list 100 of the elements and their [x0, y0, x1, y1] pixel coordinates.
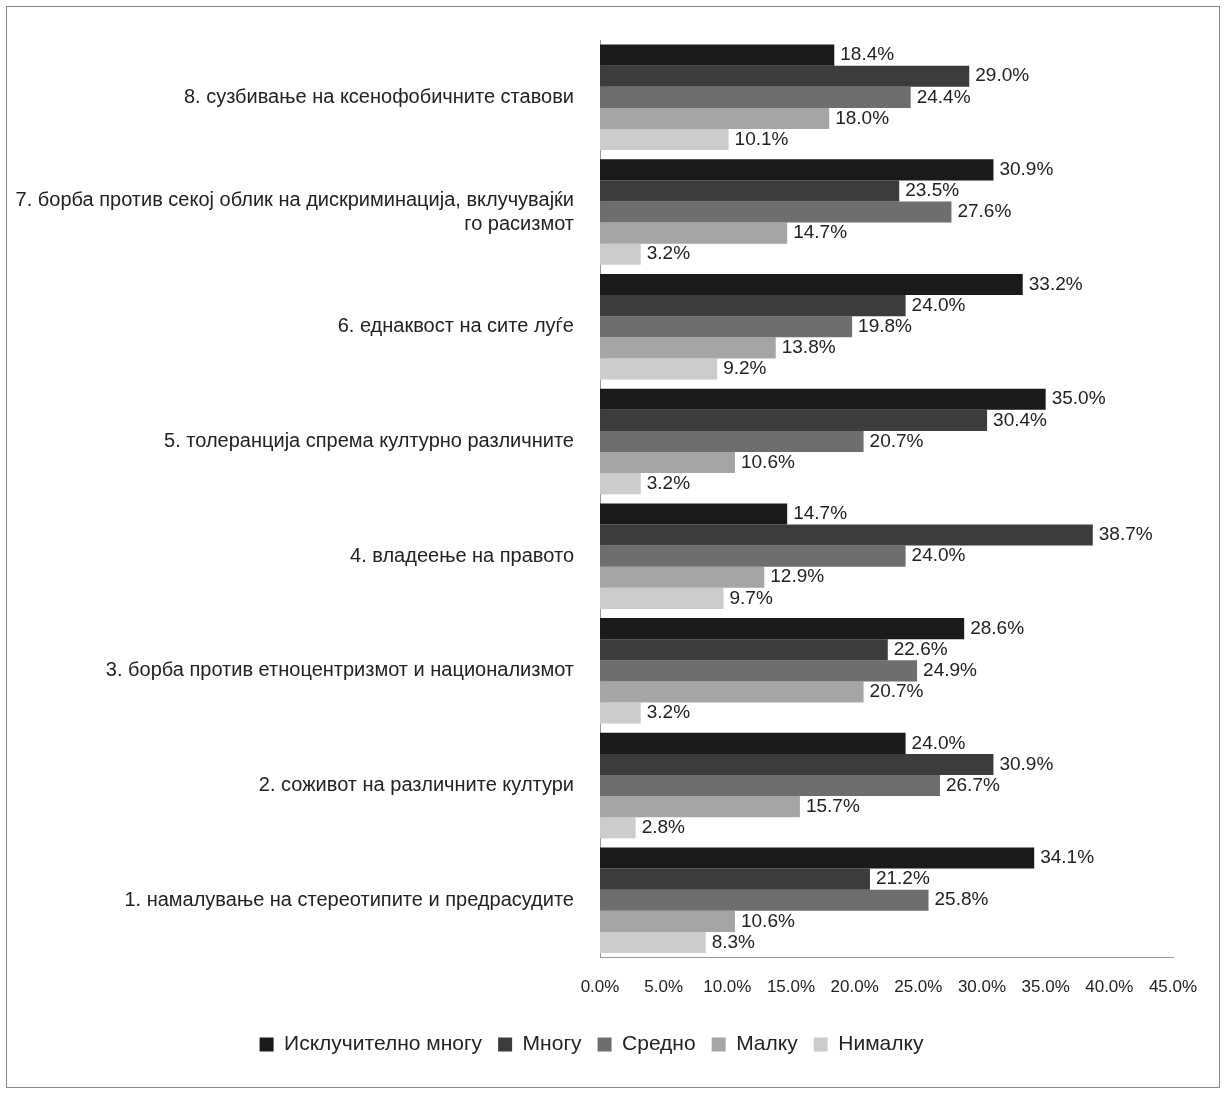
bar: [600, 337, 776, 359]
data-label: 12.9%: [770, 565, 825, 587]
data-label: 35.0%: [1051, 387, 1106, 409]
data-label: 13.8%: [781, 336, 836, 358]
x-tick-label: 20.0%: [830, 977, 879, 997]
bar: [600, 847, 1035, 869]
data-label: 3.2%: [646, 471, 691, 493]
y-tick-label: 7. борба против секој облик на дискриминација, вклучувајќи го расизмот: [15, 187, 574, 234]
x-tick-label: 10.0%: [703, 977, 752, 997]
bar: [600, 65, 970, 87]
data-label: 14.7%: [793, 502, 848, 524]
bar: [600, 201, 952, 223]
data-label: 9.7%: [729, 586, 773, 608]
data-label: 27.6%: [957, 200, 1012, 222]
bar: [600, 817, 636, 839]
data-label: 10.6%: [740, 450, 795, 472]
y-tick-label: 3. борба против етноцентризмот и национализмот: [105, 658, 574, 681]
data-label: 18.4%: [840, 43, 895, 65]
bar: [600, 775, 940, 797]
bar: [600, 129, 729, 151]
data-label: 30.4%: [993, 408, 1048, 430]
x-tick-label: 30.0%: [957, 977, 1007, 997]
bar: [600, 524, 1093, 546]
y-tick-label: 1. намалување на стереотипите и предрасудите: [124, 887, 574, 910]
data-label: 20.7%: [869, 429, 924, 451]
legend-label: Средно: [622, 1031, 696, 1055]
legend-label: Многу: [522, 1031, 583, 1055]
data-label: 26.7%: [945, 773, 1000, 795]
data-label: 24.9%: [923, 659, 978, 681]
data-label: 24.0%: [911, 544, 966, 566]
bar: [600, 222, 788, 244]
legend-label: Исклучително многу: [284, 1031, 483, 1055]
data-label: 22.6%: [893, 637, 948, 659]
y-tick-label: 4. владеење на правото: [350, 543, 574, 566]
data-label: 24.4%: [916, 85, 971, 107]
bar: [600, 566, 765, 588]
y-tick-label: 8. сузбивање на ксенофобичните ставови: [183, 84, 574, 107]
bar: [600, 868, 870, 890]
x-tick-label: 5.0%: [644, 977, 684, 997]
x-tick-label: 0.0%: [580, 977, 620, 997]
data-label: 8.3%: [711, 930, 756, 952]
bar: [600, 910, 735, 932]
legend-label: Нималку: [838, 1031, 924, 1055]
data-label: 23.5%: [905, 179, 960, 201]
y-tick-label: 6. еднаквост на сите луѓе: [337, 314, 574, 337]
y-tick-label: 5. толеранција спрема културно различните: [164, 428, 574, 451]
bar: [600, 889, 929, 911]
data-label: 9.2%: [723, 357, 767, 379]
data-label: 25.8%: [934, 888, 989, 910]
bar: [600, 409, 988, 431]
data-label: 20.7%: [869, 680, 924, 702]
data-label: 24.0%: [911, 293, 966, 315]
bar: [600, 587, 724, 609]
data-label: 18.0%: [835, 106, 890, 128]
bar: [600, 388, 1046, 410]
x-tick-label: 15.0%: [766, 977, 816, 997]
data-label: 30.9%: [999, 752, 1054, 774]
bar: [600, 180, 900, 202]
bar: [600, 639, 888, 661]
bar: [600, 358, 718, 380]
data-label: 21.2%: [875, 867, 930, 889]
data-label: 29.0%: [975, 64, 1030, 86]
data-label: 10.6%: [740, 909, 795, 931]
x-tick-label: 35.0%: [1021, 977, 1070, 997]
bar: [600, 503, 788, 525]
bar: [600, 159, 994, 181]
data-label: 34.1%: [1040, 846, 1095, 868]
bar: [600, 430, 864, 452]
bar: [600, 316, 853, 338]
bar: [600, 545, 906, 567]
y-tick-label: 2. соживот на различните култури: [258, 773, 574, 796]
bar: [600, 243, 641, 265]
data-label: 38.7%: [1098, 523, 1153, 545]
bar: [600, 618, 965, 640]
data-label: 24.0%: [911, 731, 966, 753]
data-label: 3.2%: [646, 701, 691, 723]
x-tick-label: 45.0%: [1148, 977, 1198, 997]
bar: [600, 86, 911, 108]
bar: [600, 295, 906, 317]
data-label: 33.2%: [1028, 272, 1083, 294]
data-label: 10.1%: [734, 127, 789, 149]
bar: [600, 660, 918, 682]
bar: [600, 107, 830, 130]
data-label: 2.8%: [641, 815, 686, 837]
bar: [600, 273, 1023, 296]
bar: [600, 44, 835, 66]
data-label: 30.9%: [999, 158, 1054, 180]
bar: [600, 702, 641, 724]
data-label: 19.8%: [858, 314, 913, 336]
data-label: 3.2%: [646, 242, 691, 264]
bar: [600, 931, 706, 954]
bar: [600, 473, 641, 495]
bar: [600, 753, 994, 775]
data-label: 15.7%: [805, 794, 860, 816]
bar: [600, 796, 800, 818]
legend-label: Малку: [736, 1031, 799, 1055]
bar: [600, 732, 906, 754]
data-label: 28.6%: [970, 616, 1025, 638]
x-tick-label: 40.0%: [1085, 977, 1134, 997]
x-tick-label: 25.0%: [894, 977, 943, 997]
